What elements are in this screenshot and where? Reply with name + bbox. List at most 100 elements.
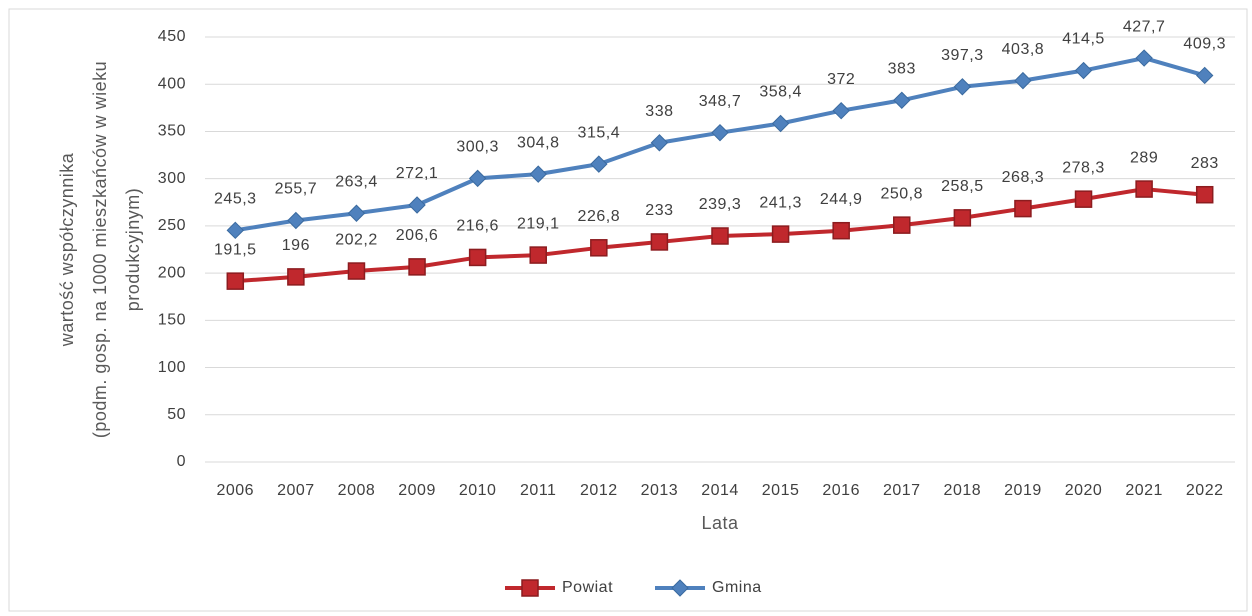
x-axis-title: Lata bbox=[701, 513, 739, 533]
legend-label: Powiat bbox=[562, 579, 613, 596]
data-point bbox=[1135, 49, 1153, 67]
data-point bbox=[771, 114, 790, 133]
data-label: 250,8 bbox=[880, 185, 923, 202]
data-point bbox=[287, 211, 305, 230]
data-label: 304,8 bbox=[517, 134, 560, 151]
data-label: 255,7 bbox=[275, 181, 318, 198]
data-point bbox=[771, 225, 790, 243]
data-point bbox=[287, 268, 305, 286]
data-label: 258,5 bbox=[941, 178, 984, 195]
data-label: 226,8 bbox=[578, 208, 621, 225]
data-label: 244,9 bbox=[820, 191, 863, 208]
data-point bbox=[408, 196, 426, 214]
data-label: 278,3 bbox=[1062, 159, 1105, 176]
x-tick-label: 2015 bbox=[762, 482, 800, 499]
data-point bbox=[1135, 180, 1153, 198]
legend-marker bbox=[671, 579, 689, 597]
y-axis-title: produkcyjnym) bbox=[123, 188, 143, 312]
data-label: 338 bbox=[645, 103, 673, 120]
legend-label: Gmina bbox=[712, 579, 762, 596]
data-point bbox=[832, 101, 850, 120]
data-point bbox=[529, 165, 547, 183]
data-label: 206,6 bbox=[396, 227, 439, 244]
x-tick-label: 2006 bbox=[216, 482, 254, 499]
y-tick-label: 350 bbox=[158, 123, 186, 140]
chart-border bbox=[8, 8, 1248, 612]
y-tick-label: 100 bbox=[158, 359, 186, 376]
data-label: 268,3 bbox=[1002, 169, 1045, 186]
data-point bbox=[347, 204, 366, 222]
x-tick-label: 2011 bbox=[520, 482, 556, 499]
data-label: 403,8 bbox=[1002, 41, 1045, 58]
y-tick-label: 150 bbox=[158, 312, 186, 329]
y-axis-title: (podm. gosp. na 1000 mieszkańców w wieku bbox=[90, 61, 110, 438]
x-tick-label: 2017 bbox=[883, 482, 921, 499]
data-point bbox=[468, 248, 487, 267]
data-point bbox=[953, 78, 972, 96]
data-point bbox=[408, 258, 426, 276]
data-point bbox=[590, 155, 608, 173]
data-label: 239,3 bbox=[699, 196, 742, 213]
data-label: 216,6 bbox=[456, 218, 499, 235]
data-label: 191,5 bbox=[214, 241, 257, 258]
x-tick-label: 2022 bbox=[1186, 482, 1224, 499]
data-label: 289 bbox=[1130, 149, 1158, 166]
y-axis-title: wartość współczynnika bbox=[57, 152, 77, 347]
data-point bbox=[893, 216, 911, 234]
data-label: 233 bbox=[645, 202, 673, 219]
data-point bbox=[347, 262, 366, 280]
data-point bbox=[650, 233, 669, 251]
y-tick-label: 250 bbox=[158, 217, 186, 234]
x-tick-label: 2009 bbox=[398, 482, 436, 499]
x-tick-label: 2007 bbox=[277, 482, 315, 499]
y-tick-label: 400 bbox=[158, 75, 186, 92]
data-label: 409,3 bbox=[1183, 36, 1226, 53]
data-label: 196 bbox=[282, 237, 310, 254]
x-tick-label: 2016 bbox=[822, 482, 860, 499]
x-tick-label: 2019 bbox=[1004, 482, 1042, 499]
x-tick-label: 2013 bbox=[641, 482, 679, 499]
x-tick-label: 2020 bbox=[1065, 482, 1103, 499]
y-tick-label: 200 bbox=[158, 264, 186, 281]
data-label: 348,7 bbox=[699, 93, 742, 110]
data-point bbox=[529, 246, 547, 264]
data-label: 241,3 bbox=[759, 194, 802, 211]
data-point bbox=[468, 169, 487, 188]
data-label: 272,1 bbox=[396, 165, 439, 182]
y-tick-label: 50 bbox=[167, 406, 186, 423]
data-point bbox=[1195, 185, 1214, 204]
data-label: 427,7 bbox=[1123, 18, 1166, 35]
legend-marker bbox=[521, 579, 539, 597]
data-point bbox=[711, 123, 729, 142]
data-label: 245,3 bbox=[214, 191, 257, 208]
data-point bbox=[1074, 190, 1093, 208]
data-point bbox=[893, 91, 911, 109]
data-point bbox=[1074, 61, 1093, 80]
data-point bbox=[1014, 71, 1032, 90]
y-tick-label: 300 bbox=[158, 170, 186, 187]
x-tick-label: 2010 bbox=[459, 482, 497, 499]
x-tick-label: 2021 bbox=[1125, 482, 1163, 499]
data-label: 383 bbox=[888, 60, 916, 77]
x-tick-label: 2008 bbox=[338, 482, 376, 499]
data-label: 414,5 bbox=[1062, 31, 1105, 48]
x-tick-label: 2014 bbox=[701, 482, 739, 499]
data-label: 202,2 bbox=[335, 231, 378, 248]
data-point bbox=[226, 272, 245, 290]
data-label: 263,4 bbox=[335, 173, 378, 190]
y-tick-label: 0 bbox=[177, 453, 186, 470]
data-label: 315,4 bbox=[578, 124, 621, 141]
x-tick-label: 2018 bbox=[944, 482, 982, 499]
data-point bbox=[1014, 199, 1032, 218]
data-label: 300,3 bbox=[456, 139, 499, 156]
data-point bbox=[590, 239, 608, 257]
data-label: 219,1 bbox=[517, 215, 560, 232]
data-label: 358,4 bbox=[759, 84, 802, 101]
data-point bbox=[1196, 66, 1214, 85]
data-label: 372 bbox=[827, 71, 855, 88]
y-tick-label: 450 bbox=[158, 28, 186, 45]
data-label: 283 bbox=[1191, 155, 1219, 172]
data-label: 397,3 bbox=[941, 47, 984, 64]
